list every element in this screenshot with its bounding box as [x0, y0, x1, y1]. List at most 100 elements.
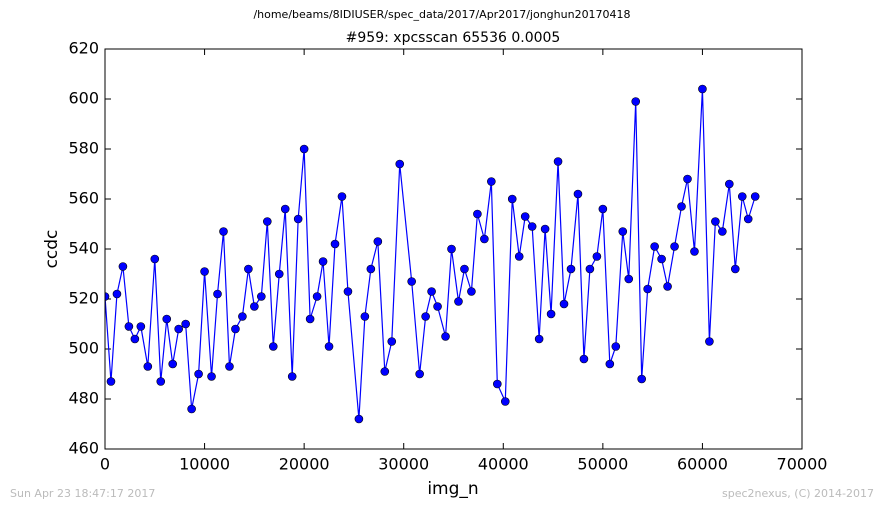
data-point — [663, 282, 672, 291]
data-point — [643, 284, 652, 294]
data-point — [407, 277, 416, 286]
data-point — [683, 174, 692, 184]
data-point — [585, 264, 595, 274]
data-point — [380, 367, 390, 376]
data-point — [546, 309, 556, 319]
y-axis-label: ccdc — [42, 230, 62, 269]
footer-right: spec2nexus, (C) 2014-2017 — [722, 487, 874, 500]
data-point — [136, 322, 146, 331]
data-point — [611, 342, 621, 351]
data-point — [194, 369, 203, 379]
data-point — [305, 314, 315, 324]
data-point — [637, 374, 646, 384]
data-point — [395, 159, 405, 169]
data-point — [493, 379, 502, 389]
data-point — [124, 322, 134, 331]
data-point — [168, 359, 178, 369]
data-point — [559, 299, 569, 309]
y-tick-label: 620 — [68, 39, 99, 58]
x-tick-label: 30000 — [378, 455, 429, 474]
y-tick-label: 520 — [68, 289, 99, 308]
y-tick-label: 480 — [68, 389, 99, 408]
data-point — [143, 362, 153, 371]
data-point — [225, 362, 234, 371]
data-point — [441, 332, 450, 341]
data-point — [598, 204, 608, 214]
data-point — [200, 267, 209, 276]
data-point — [527, 222, 537, 231]
x-tick-label: 40000 — [478, 455, 529, 474]
data-point — [293, 214, 303, 224]
data-point — [238, 312, 247, 321]
data-point — [299, 144, 309, 154]
x-tick-label: 50000 — [577, 455, 628, 474]
data-point — [690, 247, 699, 256]
data-point — [553, 157, 563, 166]
data-point — [244, 264, 253, 274]
data-point — [274, 269, 284, 279]
data-point — [677, 202, 686, 211]
data-point — [460, 264, 469, 274]
data-point — [231, 324, 240, 334]
x-tick-label: 60000 — [677, 455, 728, 474]
data-point — [106, 377, 116, 386]
data-point — [287, 372, 297, 381]
data-point — [156, 377, 166, 386]
data-point — [421, 312, 430, 321]
data-point — [566, 264, 576, 274]
data-point — [579, 354, 589, 364]
data-point — [427, 287, 436, 296]
data-point — [433, 302, 442, 311]
data-point — [318, 257, 328, 266]
data-point — [330, 239, 340, 249]
x-tick-label: 0 — [100, 455, 110, 474]
data-point — [573, 189, 583, 199]
data-point — [618, 227, 628, 236]
data-point — [150, 254, 160, 264]
data-point — [730, 264, 740, 274]
x-tick-label: 70000 — [777, 455, 828, 474]
data-point — [174, 324, 183, 334]
data-point — [415, 369, 424, 379]
data-point — [750, 192, 760, 201]
data-point — [670, 242, 679, 251]
data-point — [447, 244, 456, 254]
data-point — [624, 274, 634, 284]
y-tick-label: 600 — [68, 89, 99, 108]
plot-frame — [104, 48, 803, 450]
footer-left: Sun Apr 23 18:47:17 2017 — [10, 487, 155, 500]
data-point — [312, 292, 322, 301]
data-point — [112, 289, 122, 299]
chart-subtitle: #959: xpcsscan 65536 0.0005 — [346, 30, 561, 46]
data-point — [657, 254, 666, 264]
x-tick-label: 10000 — [179, 455, 230, 474]
x-axis-label: img_n — [427, 479, 478, 499]
y-tick-label: 540 — [68, 239, 99, 258]
data-point — [605, 359, 615, 369]
data-point — [592, 252, 602, 261]
data-point — [360, 312, 370, 321]
data-point — [737, 192, 747, 201]
data-point — [162, 314, 172, 324]
data-point — [725, 179, 734, 189]
data-point — [373, 237, 383, 246]
data-point — [387, 337, 397, 346]
data-point — [181, 319, 190, 329]
data-point — [207, 372, 216, 381]
y-tick-label: 460 — [68, 439, 99, 458]
data-point — [650, 242, 659, 251]
x-tick-label: 20000 — [279, 455, 330, 474]
data-point — [473, 209, 482, 219]
y-tick-label: 560 — [68, 189, 99, 208]
data-point — [743, 214, 753, 224]
data-point — [219, 227, 228, 236]
data-point — [268, 342, 278, 351]
series-line — [105, 88, 756, 420]
data-point — [487, 177, 496, 186]
y-tick-label: 500 — [68, 339, 99, 358]
data-point — [514, 252, 524, 261]
data-point — [718, 227, 727, 236]
data-point — [257, 292, 266, 301]
